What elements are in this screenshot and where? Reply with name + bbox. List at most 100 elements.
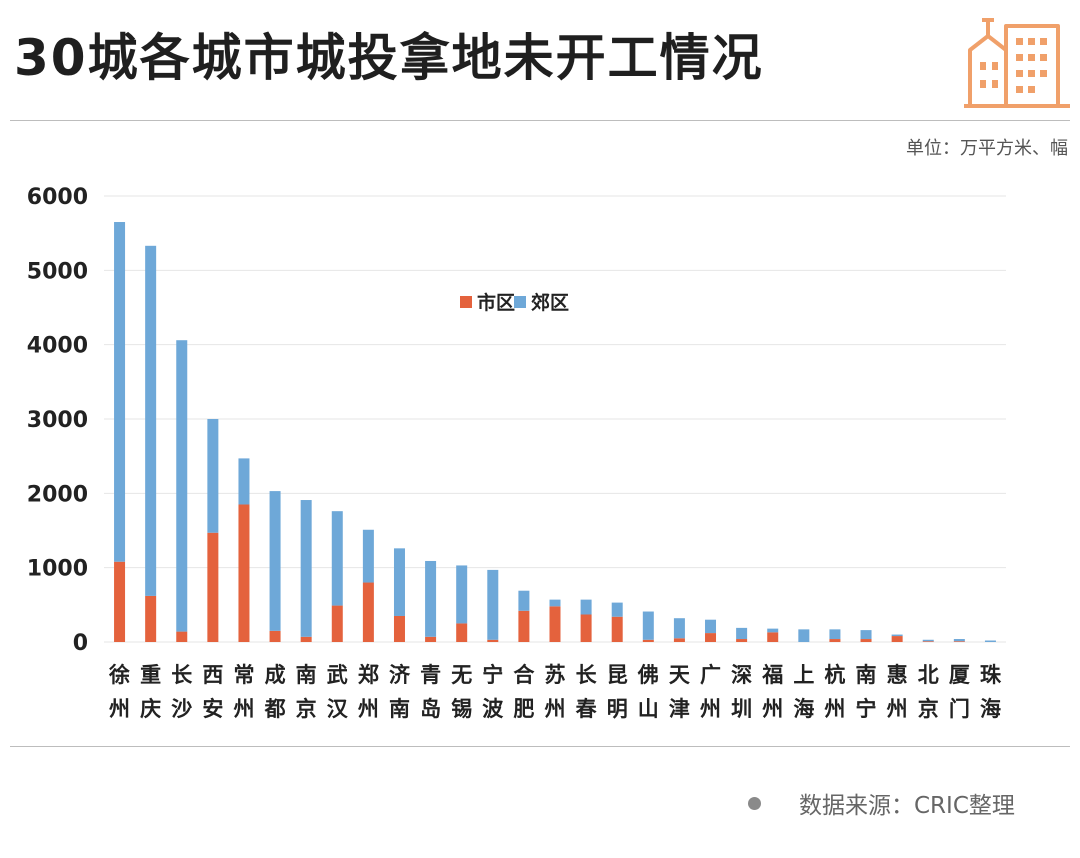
x-tick-label: 长 <box>576 663 598 687</box>
x-tick-label: 沙 <box>171 697 192 721</box>
legend: 市区 郊区 <box>460 291 569 314</box>
bar-urban <box>207 532 219 642</box>
bar-urban <box>238 504 250 642</box>
x-tick-label: 京 <box>918 697 939 721</box>
bar-suburban <box>922 639 934 642</box>
y-tick-label: 3000 <box>27 408 88 433</box>
x-tick-label: 长 <box>171 663 193 687</box>
x-tick-label: 津 <box>669 697 690 721</box>
x-tick-label: 武 <box>327 663 348 687</box>
page-title: 30城各城市城投拿地未开工情况 <box>14 29 764 87</box>
x-tick-label: 安 <box>202 697 223 721</box>
x-tick-label: 苏 <box>545 663 566 687</box>
bar-urban <box>300 636 312 642</box>
bar-suburban <box>798 629 810 642</box>
y-axis: 0 1000 2000 3000 4000 5000 6000 <box>27 185 88 656</box>
footer-divider <box>10 746 1070 747</box>
bar-urban <box>518 610 530 642</box>
x-tick-label: 无 <box>451 663 472 687</box>
bar-suburban <box>549 599 561 607</box>
x-tick-label: 州 <box>233 697 254 721</box>
y-tick-label: 5000 <box>27 259 88 284</box>
bar-urban <box>456 623 468 642</box>
x-tick-label: 福 <box>761 663 783 687</box>
bar-suburban <box>984 640 996 642</box>
legend-swatch <box>514 296 526 308</box>
x-tick-label: 西 <box>202 663 223 687</box>
bar-suburban <box>300 500 312 637</box>
bar-suburban <box>860 630 872 640</box>
x-tick-label: 波 <box>482 697 504 721</box>
bar-suburban <box>456 565 468 624</box>
bar-suburban <box>331 511 343 606</box>
x-tick-label: 惠 <box>887 663 908 687</box>
bars <box>114 222 996 642</box>
bar-urban <box>953 641 965 642</box>
bar-urban <box>922 641 934 642</box>
gridlines <box>104 195 1006 643</box>
x-tick-label: 宁 <box>856 697 877 721</box>
x-tick-label: 昆 <box>607 663 628 687</box>
bar-urban <box>393 615 405 642</box>
bar-urban <box>642 639 654 642</box>
bar-urban <box>176 631 188 642</box>
legend-swatch <box>460 296 472 308</box>
header-divider <box>10 120 1070 121</box>
x-tick-label: 州 <box>700 697 721 721</box>
x-tick-label: 锡 <box>451 697 472 721</box>
bar-urban <box>891 636 903 642</box>
y-tick-label: 6000 <box>27 185 88 210</box>
x-tick-label: 宁 <box>482 663 503 687</box>
bar-suburban <box>425 560 437 637</box>
legend-label: 郊区 <box>531 291 569 314</box>
bar-urban <box>705 633 717 642</box>
x-tick-label: 州 <box>358 697 379 721</box>
y-tick-label: 2000 <box>27 482 88 507</box>
x-tick-label: 厦 <box>949 663 970 687</box>
x-tick-label: 南 <box>296 663 317 687</box>
x-tick-label: 徐 <box>108 663 130 687</box>
bar-urban <box>673 638 685 642</box>
bar-suburban <box>145 245 157 596</box>
x-tick-label: 天 <box>669 663 691 687</box>
x-tick-label: 海 <box>980 697 1001 721</box>
bar-suburban <box>611 602 623 617</box>
x-tick-label: 上 <box>793 663 814 687</box>
x-tick-label: 岛 <box>420 697 441 721</box>
x-tick-label: 郑 <box>358 663 379 687</box>
x-tick-label: 京 <box>296 697 317 721</box>
bar-suburban <box>580 599 592 615</box>
bar-urban <box>269 630 281 642</box>
bar-suburban <box>393 548 405 616</box>
bar-urban <box>611 616 623 642</box>
bar-suburban <box>238 458 250 505</box>
bar-urban <box>860 639 872 642</box>
x-tick-label: 庆 <box>140 697 161 721</box>
x-tick-label: 州 <box>887 697 908 721</box>
bar-suburban <box>673 618 685 639</box>
x-tick-label: 圳 <box>731 697 752 721</box>
bar-urban <box>145 595 157 642</box>
x-tick-label: 佛 <box>637 663 659 687</box>
x-tick-label: 重 <box>140 663 161 687</box>
x-tick-label: 门 <box>949 697 970 721</box>
x-tick-label: 广 <box>700 663 721 687</box>
x-tick-label: 州 <box>824 697 845 721</box>
x-tick-label: 山 <box>638 697 659 721</box>
bar-urban <box>114 561 126 642</box>
y-tick-label: 1000 <box>27 557 88 582</box>
bar-urban <box>829 639 841 642</box>
city-buildings-icon <box>964 18 1070 108</box>
x-tick-label: 合 <box>513 663 535 687</box>
bar-urban <box>580 614 592 642</box>
x-tick-label: 南 <box>856 663 877 687</box>
bar-urban <box>736 639 748 642</box>
bar-suburban <box>705 619 717 634</box>
bar-suburban <box>767 628 779 633</box>
bar-suburban <box>953 639 965 642</box>
x-tick-label: 济 <box>389 663 411 687</box>
x-tick-label: 南 <box>389 697 410 721</box>
bar-suburban <box>269 491 281 631</box>
bar-suburban <box>114 222 126 562</box>
